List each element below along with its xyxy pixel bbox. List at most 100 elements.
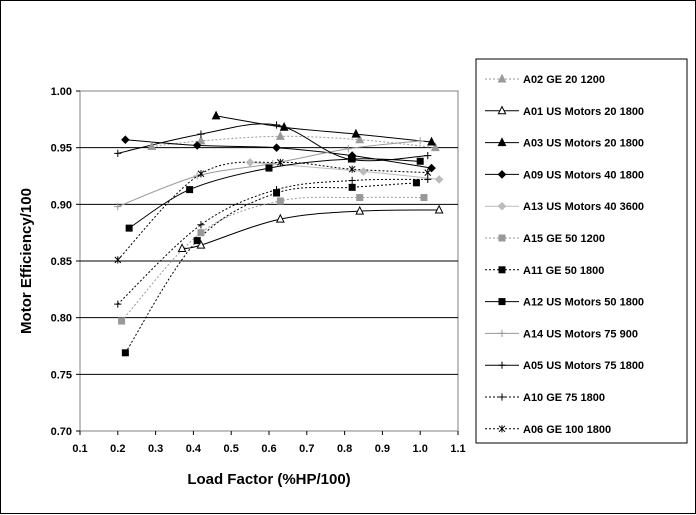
x-tick-label: 0.2 (110, 443, 125, 455)
x-tick-label: 0.7 (299, 443, 314, 455)
data-point (344, 145, 352, 153)
data-point (265, 164, 273, 172)
series-markers (114, 110, 444, 357)
data-point (355, 205, 365, 215)
legend-marker (498, 298, 506, 306)
data-point (192, 141, 202, 150)
legend-label: A06 GE 100 1800 (523, 424, 611, 436)
data-point (427, 136, 436, 146)
data-point (424, 175, 432, 183)
series-line (117, 178, 428, 305)
data-point (147, 141, 157, 151)
data-point (211, 110, 221, 120)
x-axis-title: Load Factor (%HP/100) (187, 471, 350, 488)
data-point (245, 158, 255, 167)
data-point (416, 137, 424, 145)
series-line (216, 115, 432, 143)
data-point (276, 158, 284, 166)
data-point (114, 256, 122, 264)
data-point (197, 170, 205, 178)
legend-marker (498, 425, 506, 433)
y-tick-label: 0.75 (51, 369, 72, 381)
legend-marker (497, 201, 507, 211)
legend: A02 GE 20 1200 A01 US Motors 20 1800 A03 U… (485, 73, 644, 436)
data-point (125, 224, 133, 232)
data-point (197, 130, 205, 138)
legend-label: A03 US Motors 20 1800 (523, 138, 644, 150)
x-tick-label: 0.6 (261, 443, 276, 455)
data-point (416, 157, 424, 165)
x-tick-label: 0.9 (375, 443, 390, 455)
data-point (196, 135, 206, 145)
legend-label: A12 US Motors 50 1800 (523, 297, 644, 309)
legend-marker (498, 361, 506, 369)
data-point (424, 169, 432, 177)
data-point (114, 300, 122, 308)
legend-label: A14 US Motors 75 900 (523, 328, 638, 340)
x-tick-label: 0.1 (72, 443, 87, 455)
data-point (420, 194, 428, 202)
y-tick-label: 1.00 (51, 86, 72, 98)
x-tick-label: 0.4 (186, 443, 202, 455)
data-point (430, 142, 440, 152)
data-point (275, 213, 285, 223)
legend-label: A11 GE 50 1800 (523, 265, 604, 277)
data-point (356, 194, 364, 202)
y-axis-ticks: 0.70 0.75 0.80 0.85 0.90 0.95 1.00 (51, 86, 80, 438)
data-point (118, 317, 126, 325)
y-tick-label: 0.85 (51, 256, 72, 268)
data-point (121, 349, 129, 357)
x-tick-label: 0.5 (224, 443, 239, 455)
data-point (434, 175, 444, 184)
x-tick-label: 1.0 (413, 443, 428, 455)
data-point (348, 183, 356, 191)
y-tick-label: 0.70 (51, 426, 72, 438)
data-point (272, 121, 281, 129)
data-point (351, 128, 361, 138)
legend-box (475, 58, 688, 444)
data-point (177, 243, 187, 253)
data-point (114, 203, 122, 211)
data-point (276, 197, 284, 205)
data-point (434, 204, 444, 214)
data-point (193, 237, 201, 245)
data-point (348, 176, 356, 185)
legend-label: A01 US Motors 20 1800 (523, 106, 644, 118)
y-tick-label: 0.90 (51, 199, 72, 211)
y-tick-label: 0.80 (51, 313, 72, 325)
data-point (272, 143, 281, 152)
data-point (272, 186, 281, 194)
legend-marker (498, 266, 506, 274)
x-tick-label: 0.8 (337, 443, 352, 455)
legend-marker (497, 73, 507, 83)
data-point (344, 155, 352, 163)
x-tick-label: 0.3 (148, 443, 163, 455)
y-tick-label: 0.95 (51, 143, 72, 155)
data-point (114, 149, 122, 157)
legend-label: A02 GE 20 1200 (523, 74, 605, 86)
legend-marker (498, 393, 506, 401)
legend-label: A05 US Motors 75 1800 (523, 360, 644, 372)
legend-marker (497, 137, 507, 147)
data-point (279, 121, 289, 131)
data-point (193, 172, 201, 180)
data-point (427, 163, 436, 173)
x-tick-label: 1.1 (450, 443, 465, 455)
data-point (121, 135, 130, 145)
data-point (275, 131, 285, 140)
data-point (355, 134, 365, 144)
data-point (186, 186, 194, 194)
data-point (197, 229, 205, 237)
legend-marker (498, 234, 506, 242)
data-point (196, 239, 206, 249)
data-point (412, 179, 420, 187)
data-point (197, 221, 205, 229)
legend-label: A10 GE 75 1800 (523, 392, 605, 404)
series-line (121, 196, 425, 322)
y-axis-title: Motor Efficiency/100 (18, 188, 35, 334)
legend-marker (497, 105, 507, 115)
data-point (348, 165, 356, 173)
data-point (269, 159, 277, 168)
